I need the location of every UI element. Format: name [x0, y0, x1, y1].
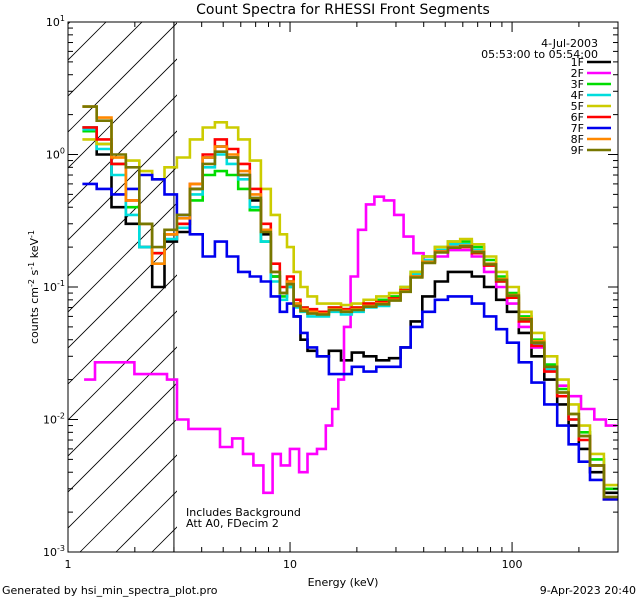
plot-frame [67, 21, 619, 553]
x-tick-label: 100 [502, 558, 523, 571]
hatch-line [68, 58, 177, 169]
series-line-5f [82, 121, 618, 487]
series-line-2f [84, 195, 617, 495]
chart-title: Count Spectra for RHESSI Front Segments [196, 2, 490, 18]
series-line-4f [82, 128, 618, 501]
legend-label-4f: 4F [571, 89, 584, 102]
series-line-7f [82, 173, 618, 501]
footer-generated-by: Generated by hsi_min_spectra_plot.pro [2, 584, 218, 597]
hatch-line [0, 0, 104, 552]
y-tick-label: 100 [46, 147, 65, 162]
axis-ticks [67, 21, 619, 553]
hatch-line [68, 346, 177, 457]
legend-label-8f: 8F [571, 133, 584, 146]
hatched-region [0, 0, 177, 552]
hatch-line [68, 166, 177, 277]
y-tick-label: 101 [46, 14, 65, 29]
hatch-line [68, 22, 107, 61]
x-tick-label: 10 [283, 558, 297, 571]
legend-label-5f: 5F [571, 100, 584, 113]
series-line-9f [82, 105, 618, 499]
hatch-line [68, 310, 177, 421]
legend-label-2f: 2F [571, 67, 584, 80]
hatch-line [68, 382, 177, 493]
x-axis-label: Energy (keV) [308, 576, 379, 589]
date-label: 4-Jul-2003 [541, 37, 598, 50]
hatch-line [68, 22, 177, 133]
x-tick-label: 1 [65, 558, 72, 571]
annotation-attenuator: Att A0, FDecim 2 [186, 517, 279, 530]
hatch-line [115, 490, 177, 552]
legend-label-9f: 9F [571, 144, 584, 157]
annotation-background: Includes Background [186, 506, 301, 519]
y-tick-labels: 101 100 10-1 10-2 10-3 [43, 14, 65, 559]
legend-label-3f: 3F [571, 78, 584, 91]
y-tick-label: 10-3 [43, 544, 65, 559]
hatch-line [68, 22, 71, 25]
series-group [82, 105, 618, 501]
hatch-line [151, 526, 177, 552]
y-axis-label: counts cm-2 s-1 keV-1 [27, 230, 41, 344]
hatch-line [68, 238, 177, 349]
hatch-line [68, 202, 177, 313]
legend-label-7f: 7F [571, 122, 584, 135]
hatch-line [68, 418, 177, 529]
x-tick-labels: 1 10 100 [65, 558, 523, 571]
y-tick-label: 10-1 [43, 279, 65, 294]
hatch-line [68, 22, 143, 97]
hatch-line [68, 130, 177, 241]
footer-timestamp: 9-Apr-2023 20:40 [539, 584, 636, 597]
legend-label-1f: 1F [571, 56, 584, 69]
legend-label-6f: 6F [571, 111, 584, 124]
time-range-label: 05:53:00 to 05:54:00 [481, 48, 598, 61]
y-tick-label: 10-2 [43, 412, 65, 427]
